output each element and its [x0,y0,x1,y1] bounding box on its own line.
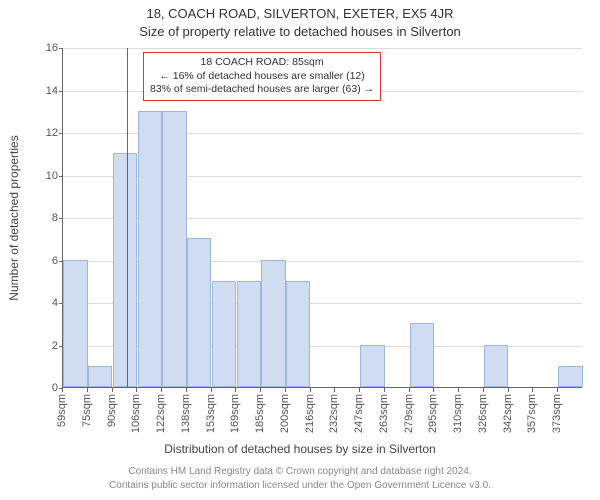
x-tick-label: 216sqm [304,394,316,433]
annotation-line: ← 16% of detached houses are smaller (12… [150,70,374,84]
x-tick-mark [483,388,484,392]
chart-container: 18, COACH ROAD, SILVERTON, EXETER, EX5 4… [0,0,600,500]
histogram-bar [261,260,285,388]
x-tick-label: 138sqm [180,394,192,433]
footer-line1: Contains HM Land Registry data © Crown c… [0,466,600,477]
x-axis-label: Distribution of detached houses by size … [0,442,600,456]
x-tick-mark [334,388,335,392]
y-tick-label: 12 [28,127,58,139]
annotation-line: 83% of semi-detached houses are larger (… [150,83,374,97]
histogram-bar [113,153,137,387]
x-tick-label: 326sqm [477,394,489,433]
x-tick-mark [359,388,360,392]
y-tick-label: 6 [28,255,58,267]
x-tick-label: 169sqm [229,394,241,433]
annotation-box: 18 COACH ROAD: 85sqm← 16% of detached ho… [143,52,381,101]
x-tick-mark [260,388,261,392]
y-tick-label: 10 [28,170,58,182]
x-tick-mark [384,388,385,392]
footer-line2: Contains public sector information licen… [0,480,600,491]
y-tick-label: 0 [28,382,58,394]
histogram-bar [558,366,582,387]
histogram-bar [484,345,508,388]
x-tick-label: 75sqm [81,394,93,427]
x-tick-mark [285,388,286,392]
x-tick-label: 200sqm [279,394,291,433]
gridline [63,48,582,49]
y-tick-mark [59,91,63,92]
histogram-bar [187,238,211,387]
y-tick-label: 2 [28,340,58,352]
x-tick-label: 373sqm [551,394,563,433]
x-tick-mark [310,388,311,392]
histogram-bar [410,323,434,387]
x-tick-label: 357sqm [526,394,538,433]
x-tick-label: 279sqm [403,394,415,433]
y-tick-mark [59,176,63,177]
histogram-bar [63,260,87,388]
x-tick-mark [458,388,459,392]
histogram-bar [88,366,112,387]
y-tick-label: 8 [28,212,58,224]
x-tick-mark [433,388,434,392]
x-tick-mark [87,388,88,392]
annotation-line: 18 COACH ROAD: 85sqm [150,56,374,70]
x-tick-mark [161,388,162,392]
property-marker-line [127,48,128,387]
x-tick-mark [186,388,187,392]
x-tick-mark [557,388,558,392]
x-tick-label: 342sqm [502,394,514,433]
y-tick-label: 16 [28,42,58,54]
histogram-bar [212,281,236,387]
x-tick-label: 247sqm [353,394,365,433]
x-tick-label: 106sqm [130,394,142,433]
plot-area: 18 COACH ROAD: 85sqm← 16% of detached ho… [62,48,582,388]
histogram-bar [286,281,310,387]
histogram-bar [237,281,261,387]
x-tick-mark [112,388,113,392]
x-tick-label: 59sqm [56,394,68,427]
x-tick-label: 295sqm [427,394,439,433]
histogram-bar [360,345,384,388]
x-tick-label: 90sqm [106,394,118,427]
x-tick-label: 153sqm [205,394,217,433]
x-tick-label: 122sqm [155,394,167,433]
y-tick-label: 14 [28,85,58,97]
x-tick-mark [409,388,410,392]
x-tick-label: 232sqm [328,394,340,433]
chart-title-line1: 18, COACH ROAD, SILVERTON, EXETER, EX5 4… [0,6,600,21]
histogram-bar [162,111,186,387]
x-tick-label: 263sqm [378,394,390,433]
x-tick-mark [62,388,63,392]
y-axis-label: Number of detached properties [7,135,21,300]
y-tick-mark [59,133,63,134]
x-tick-mark [235,388,236,392]
x-tick-label: 185sqm [254,394,266,433]
chart-title-line2: Size of property relative to detached ho… [0,24,600,39]
y-tick-mark [59,48,63,49]
x-tick-mark [211,388,212,392]
x-tick-mark [532,388,533,392]
y-tick-mark [59,218,63,219]
histogram-bar [138,111,162,387]
x-tick-mark [508,388,509,392]
x-tick-mark [136,388,137,392]
x-tick-label: 310sqm [452,394,464,433]
y-tick-label: 4 [28,297,58,309]
